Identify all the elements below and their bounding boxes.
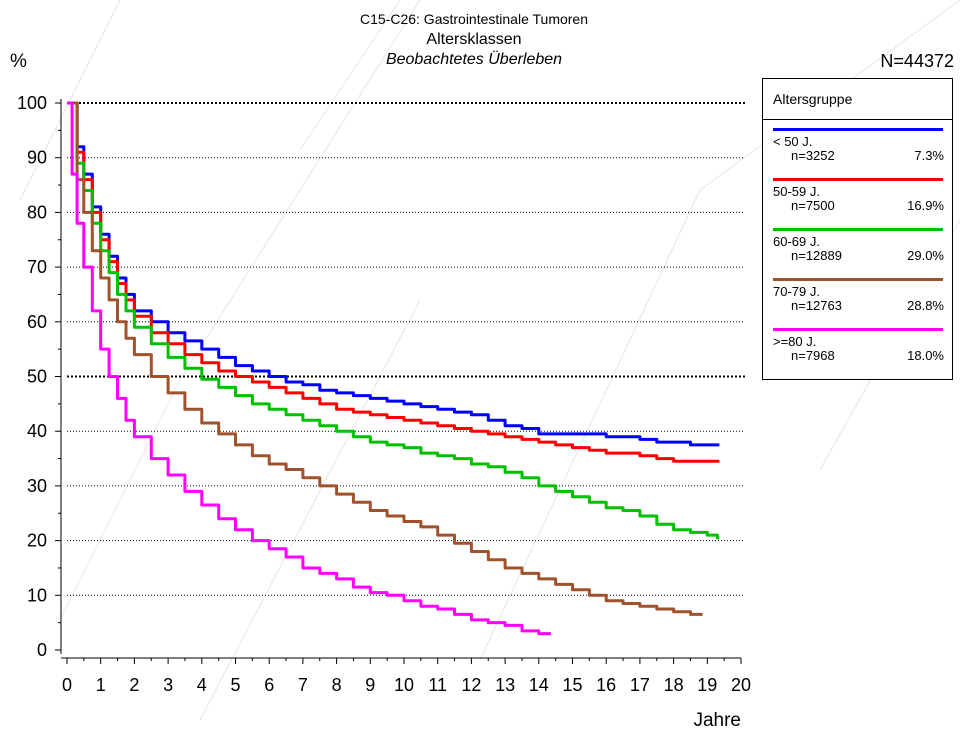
legend: Altersgruppe < 50 J. n=3252 7.3% 50-59 J. n=… bbox=[762, 78, 953, 380]
legend-entry: 70-79 J. n=12763 28.8% bbox=[763, 278, 952, 328]
legend-entry-percent: 16.9% bbox=[907, 198, 944, 213]
grid-lines bbox=[67, 102, 745, 596]
legend-entry-name: 60-69 J. bbox=[773, 234, 820, 249]
x-tick-label-19: 19 bbox=[697, 675, 717, 695]
x-tick-label-10: 10 bbox=[394, 675, 414, 695]
legend-entry-name: 70-79 J. bbox=[773, 284, 820, 299]
y-tick-label-60: 60 bbox=[27, 312, 47, 332]
legend-swatch bbox=[773, 128, 943, 131]
x-axis-label: Jahre bbox=[693, 710, 741, 731]
legend-swatch bbox=[773, 178, 943, 181]
legend-entry-count: n=12889 bbox=[791, 248, 842, 263]
series-layer bbox=[67, 101, 720, 636]
y-tick-label-100: 100 bbox=[17, 93, 47, 113]
x-tick-label-3: 3 bbox=[163, 675, 173, 695]
decor-line bbox=[19, 0, 121, 201]
background-watermark bbox=[19, 0, 960, 721]
decor-line bbox=[299, 0, 401, 151]
total-count: N=44372 bbox=[880, 51, 954, 71]
legend-entry-name: 50-59 J. bbox=[773, 184, 820, 199]
y-tick-label-10: 10 bbox=[27, 585, 47, 605]
legend-entry: >=80 J. n=7968 18.0% bbox=[763, 328, 952, 378]
decor-line bbox=[59, 379, 181, 621]
y-tick-label-90: 90 bbox=[27, 148, 47, 168]
y-tick-label-40: 40 bbox=[27, 421, 47, 441]
x-tick-label-20: 20 bbox=[731, 675, 751, 695]
decor-line bbox=[479, 189, 701, 661]
legend-entry-count: n=12763 bbox=[791, 298, 842, 313]
legend-entry: 50-59 J. n=7500 16.9% bbox=[763, 178, 952, 228]
legend-entry-percent: 29.0% bbox=[907, 248, 944, 263]
x-tick-label-0: 0 bbox=[62, 675, 72, 695]
legend-entry: < 50 J. n=3252 7.3% bbox=[763, 128, 952, 178]
legend-entry-percent: 28.8% bbox=[907, 298, 944, 313]
legend-entry-name: >=80 J. bbox=[773, 334, 817, 349]
legend-entry: 60-69 J. n=12889 29.0% bbox=[763, 228, 952, 278]
legend-entry-percent: 18.0% bbox=[907, 348, 944, 363]
x-tick-label-4: 4 bbox=[197, 675, 207, 695]
y-tick-label-50: 50 bbox=[27, 367, 47, 387]
x-tick-label-5: 5 bbox=[230, 675, 240, 695]
x-tick-label-2: 2 bbox=[129, 675, 139, 695]
legend-entry-name: < 50 J. bbox=[773, 134, 813, 149]
legend-swatch bbox=[773, 278, 943, 281]
legend-swatch bbox=[773, 328, 943, 331]
x-tick-label-14: 14 bbox=[529, 675, 549, 695]
legend-divider bbox=[763, 119, 952, 120]
legend-entry-percent: 7.3% bbox=[914, 148, 944, 163]
x-tick-label-8: 8 bbox=[332, 675, 342, 695]
y-axis-unit: % bbox=[10, 51, 27, 72]
x-tick-label-9: 9 bbox=[365, 675, 375, 695]
series-line-4 bbox=[67, 101, 703, 616]
series-line-3 bbox=[67, 101, 720, 540]
x-tick-label-17: 17 bbox=[630, 675, 650, 695]
legend-entry-count: n=7500 bbox=[791, 198, 835, 213]
x-tick-label-1: 1 bbox=[96, 675, 106, 695]
x-tick-label-16: 16 bbox=[596, 675, 616, 695]
x-tick-label-7: 7 bbox=[298, 675, 308, 695]
chart-subtitle: Altersklassen bbox=[426, 31, 521, 48]
legend-title: Altersgruppe bbox=[773, 91, 853, 107]
decor-line bbox=[199, 299, 421, 721]
y-tick-label-20: 20 bbox=[27, 531, 47, 551]
series-line-5 bbox=[67, 101, 551, 636]
y-tick-label-30: 30 bbox=[27, 476, 47, 496]
series-line-1 bbox=[67, 101, 720, 447]
chart-title: C15-C26: Gastrointestinale Tumoren bbox=[360, 11, 588, 27]
text-layer: C15-C26: Gastrointestinale Tumoren Alter… bbox=[10, 11, 954, 731]
decor-line bbox=[179, 0, 421, 381]
legend-entry-count: n=3252 bbox=[791, 148, 835, 163]
y-tick-label-70: 70 bbox=[27, 257, 47, 277]
x-tick-label-13: 13 bbox=[495, 675, 515, 695]
x-tick-label-6: 6 bbox=[264, 675, 274, 695]
x-tick-label-15: 15 bbox=[562, 675, 582, 695]
legend-entry-count: n=7968 bbox=[791, 348, 835, 363]
y-tick-label-0: 0 bbox=[37, 640, 47, 660]
chart-subtitle-italic: Beobachtetes Überleben bbox=[386, 50, 562, 68]
x-tick-label-18: 18 bbox=[664, 675, 684, 695]
y-tick-label-80: 80 bbox=[27, 202, 47, 222]
legend-swatch bbox=[773, 228, 943, 231]
series-line-2 bbox=[67, 101, 720, 463]
x-tick-label-12: 12 bbox=[461, 675, 481, 695]
x-tick-label-11: 11 bbox=[428, 675, 447, 695]
